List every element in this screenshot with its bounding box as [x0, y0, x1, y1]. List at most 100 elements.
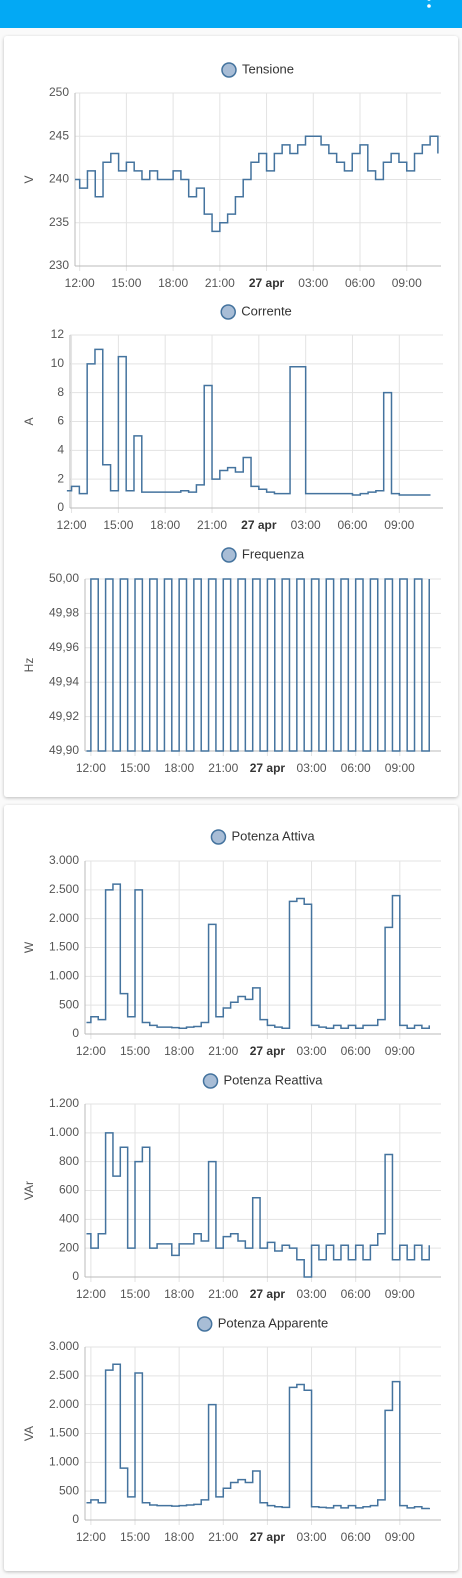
x-tick-label: 15:00	[111, 276, 141, 290]
y-tick-label: 500	[59, 1483, 79, 1497]
x-tick-label: 09:00	[385, 1287, 415, 1301]
x-tick-label: 09:00	[384, 518, 414, 532]
x-tick-label: 18:00	[158, 276, 188, 290]
x-tick-label: 15:00	[120, 1287, 150, 1301]
y-tick-label: 245	[49, 128, 69, 142]
card	[4, 805, 458, 1571]
x-tick-label: 06:00	[341, 761, 371, 775]
y-tick-label: 3.000	[49, 1339, 79, 1353]
x-tick-label: 21:00	[208, 1287, 238, 1301]
y-tick-label: 12	[51, 327, 65, 341]
y-axis-label: A	[22, 417, 36, 425]
y-tick-label: 0	[72, 1026, 79, 1040]
x-tick-label: 12:00	[76, 1530, 106, 1544]
y-tick-label: 49,94	[49, 674, 79, 688]
x-tick-label: 15:00	[120, 761, 150, 775]
legend-label: Potenza Apparente	[218, 1315, 329, 1330]
x-tick-label: 27 apr	[250, 1287, 286, 1301]
x-tick-label: 18:00	[164, 1530, 194, 1544]
y-tick-label: 49,92	[49, 709, 79, 723]
x-tick-label: 09:00	[385, 1044, 415, 1058]
y-axis-label: V	[22, 175, 36, 183]
x-tick-label: 12:00	[76, 1287, 106, 1301]
y-tick-label: 800	[59, 1154, 79, 1168]
x-tick-label: 12:00	[57, 518, 87, 532]
y-tick-label: 400	[59, 1212, 79, 1226]
y-tick-label: 4	[57, 443, 64, 457]
y-tick-label: 49,90	[49, 743, 79, 757]
y-tick-label: 200	[59, 1240, 79, 1254]
data-line	[75, 135, 439, 233]
x-tick-label: 09:00	[385, 1530, 415, 1544]
data-line	[86, 1132, 430, 1278]
y-tick-label: 2	[57, 471, 64, 485]
legend-label: Frequenza	[242, 546, 305, 561]
y-tick-label: 6	[57, 414, 64, 428]
legend-swatch	[196, 1316, 213, 1332]
legend-label: Corrente	[241, 303, 292, 318]
x-tick-label: 06:00	[341, 1287, 371, 1301]
x-tick-label: 27 apr	[241, 518, 277, 532]
y-tick-label: 2.000	[49, 911, 79, 925]
x-tick-label: 06:00	[345, 276, 375, 290]
x-tick-label: 21:00	[208, 761, 238, 775]
x-tick-label: 21:00	[205, 276, 235, 290]
y-tick-label: 0	[57, 500, 64, 514]
x-tick-label: 12:00	[65, 276, 95, 290]
y-tick-label: 2.500	[49, 1368, 79, 1382]
x-tick-label: 18:00	[150, 518, 180, 532]
y-tick-label: 2.000	[49, 1397, 79, 1411]
x-tick-label: 15:00	[103, 518, 133, 532]
legend-label: Potenza Attiva	[231, 828, 315, 843]
x-tick-label: 09:00	[392, 276, 422, 290]
y-tick-label: 235	[49, 215, 69, 229]
y-axis-label: Hz	[22, 658, 36, 673]
menu-button[interactable]	[427, 0, 431, 8]
y-tick-label: 49,96	[49, 640, 79, 654]
y-tick-label: 2.500	[49, 882, 79, 896]
x-tick-label: 06:00	[337, 518, 367, 532]
legend-swatch	[202, 1073, 219, 1089]
top-bar	[0, 0, 462, 28]
y-tick-label: 49,98	[49, 606, 79, 620]
x-tick-label: 27 apr	[249, 276, 285, 290]
y-tick-label: 600	[59, 1183, 79, 1197]
x-tick-label: 03:00	[291, 518, 321, 532]
y-tick-label: 0	[72, 1269, 79, 1283]
x-tick-label: 21:00	[208, 1044, 238, 1058]
x-tick-label: 03:00	[298, 276, 328, 290]
x-tick-label: 21:00	[208, 1530, 238, 1544]
y-tick-label: 230	[49, 258, 69, 272]
x-tick-label: 18:00	[164, 1044, 194, 1058]
x-tick-label: 06:00	[341, 1044, 371, 1058]
x-tick-label: 03:00	[297, 1530, 327, 1544]
data-line	[86, 578, 430, 752]
x-tick-label: 21:00	[197, 518, 227, 532]
x-tick-label: 09:00	[385, 761, 415, 775]
y-tick-label: 1.200	[49, 1096, 79, 1110]
data-line	[86, 883, 430, 1029]
y-tick-label: 8	[57, 385, 64, 399]
y-tick-label: 250	[49, 85, 69, 99]
x-tick-label: 03:00	[297, 1287, 327, 1301]
y-tick-label: 10	[51, 356, 65, 370]
y-tick-label: 1.000	[49, 1125, 79, 1139]
legend-label: Potenza Reattiva	[223, 1072, 323, 1087]
x-tick-label: 27 apr	[250, 1530, 286, 1544]
legend-swatch	[221, 547, 237, 563]
x-tick-label: 03:00	[297, 761, 327, 775]
legend-swatch	[210, 829, 227, 845]
y-tick-label: 500	[59, 997, 79, 1011]
x-tick-label: 27 apr	[250, 761, 286, 775]
data-line	[66, 348, 431, 496]
y-tick-label: 3.000	[49, 853, 79, 867]
x-tick-label: 27 apr	[250, 1044, 286, 1058]
x-tick-label: 03:00	[297, 1044, 327, 1058]
y-tick-label: 1.000	[49, 969, 79, 983]
x-tick-label: 15:00	[120, 1044, 150, 1058]
x-tick-label: 12:00	[76, 1044, 106, 1058]
y-tick-label: 1.500	[49, 1426, 79, 1440]
y-axis-label: VA	[22, 1426, 36, 1441]
